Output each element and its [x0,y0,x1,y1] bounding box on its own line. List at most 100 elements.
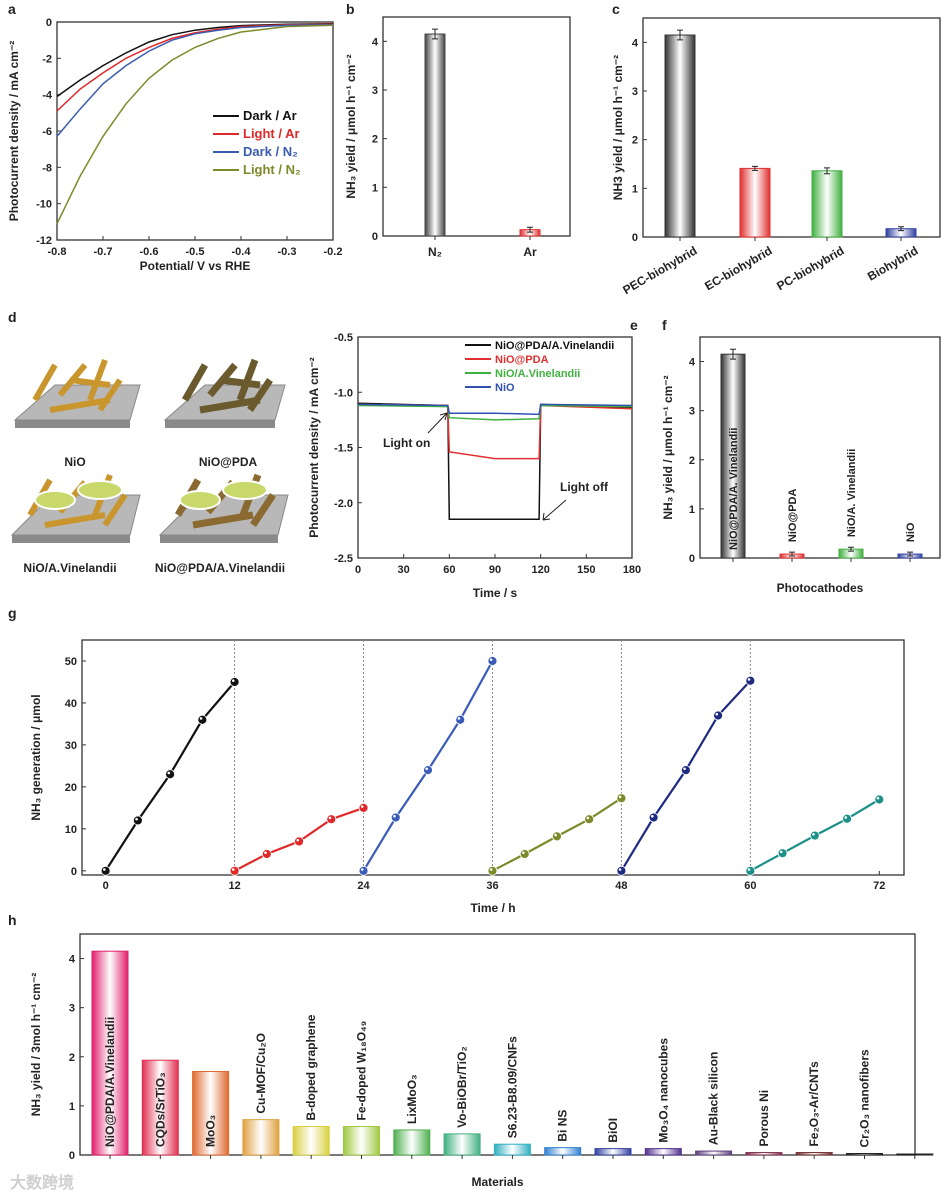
x-tick-label: 90 [489,564,501,576]
data-point-highlight [586,816,590,820]
y-tick-label: -6 [42,126,52,138]
x-tick-label: 72 [873,880,885,892]
y-tick-label: 20 [65,782,77,794]
x-category-label: MoO₃ [204,1115,218,1147]
x-category-label: NiO/A. Vinelandii [846,449,858,537]
y-tick-label: 0 [632,232,638,244]
x-tick-label: 60 [744,880,756,892]
bar [393,1129,431,1156]
y-tick-label: -10 [36,199,52,211]
x-category-label: S6.23-B8.09/CNFs [505,1036,519,1138]
data-point [487,656,498,666]
x-tick-label: -0.3 [278,246,297,258]
series-line [56,23,334,112]
data-point-highlight [618,795,622,799]
y-axis-title: NH₃ yield / μmol h⁻¹ cm⁻² [344,54,358,198]
bar [745,1152,783,1156]
data-point [552,831,562,842]
panel-label-g: g [8,605,17,621]
y-tick-label: 2 [632,135,638,147]
error-bar [677,29,683,41]
x-category-label: B-doped graphene [304,1014,318,1120]
annotation-light-on: Light on [383,436,430,450]
series-line [357,402,633,521]
panel-h-chart: h 0 1 2 3 4 NH₃ yield / 3mol h⁻¹ cm⁻² Materials… [8,912,934,1189]
nio-bacteria-illustration [10,473,141,543]
x-tick-label: -0.6 [140,246,159,258]
plot-frame [382,16,571,237]
x-category-label: BiOI [606,1118,620,1143]
data-point [809,830,820,841]
data-point [616,865,627,876]
x-category-label: Fe-doped W₁₈O₄₉ [355,1021,369,1121]
x-axis-title: Potential/ V vs RHE [140,259,251,273]
data-point-highlight [683,767,686,771]
legend-label: NiO [495,382,515,394]
y-tick-label: 1 [372,182,378,194]
panel-f-chart: f 0 1 2 3 4 NH₃ yield / μmol h⁻¹ cm⁻² Photocath… [661,317,941,595]
panel-a-chart: a 0 -2 -4 -6 -8 -10 -12 Photocurrent density / m… [7,1,342,273]
data-point-highlight [296,838,300,842]
bar [141,1059,179,1156]
data-point-highlight [167,771,171,775]
y-tick-label: -1.0 [334,387,353,399]
bar [544,1147,582,1156]
data-point-highlight [779,850,783,854]
error-bar [432,28,438,40]
x-tick-label: 12 [228,880,240,892]
bar [343,1126,380,1156]
y-axis-title: Photocurrent density / mA cm⁻² [7,41,21,222]
y-tick-label: -1.5 [334,443,353,455]
plot-frame [642,17,941,238]
error-bar [730,348,736,360]
annotation-light-off: Light off [560,480,609,494]
bar [493,1143,531,1156]
data-point [358,865,369,876]
data-point [165,769,176,780]
nio-pda-bacteria-illustration [158,473,289,543]
data-point [229,677,240,687]
data-point [713,710,724,721]
data-point [874,794,885,805]
data-point-highlight [264,851,267,855]
y-tick-label: 2 [689,455,695,467]
x-category-label: PEC-biohybrid [620,243,699,297]
panel-label-f: f [662,317,667,333]
data-point-highlight [489,868,493,871]
y-tick-label: 4 [69,954,76,966]
data-point-highlight [618,868,622,871]
bar [424,33,446,237]
x-category-label: Fe₂O₃-Ar/CNTs [807,1061,821,1147]
bar [292,1126,330,1156]
x-tick-label: -0.5 [186,246,205,258]
y-tick-label: 2 [69,1052,75,1064]
y-tick-label: 2 [372,134,378,146]
y-tick-label: 0 [46,17,52,29]
x-tick-label: 150 [577,564,595,576]
x-category-label: Cr₂O₃ nanofibers [858,1049,872,1148]
x-tick-label: 60 [443,564,455,576]
data-point [100,865,111,876]
data-point-highlight [522,851,525,855]
y-tick-label: -2.5 [334,553,353,565]
illustration-label: NiO [64,455,85,469]
x-tick-label: 30 [398,564,410,576]
x-tick-label: -0.2 [324,246,343,258]
y-tick-label: 0 [69,1150,75,1162]
data-point-highlight [747,868,751,871]
data-point [294,836,304,847]
x-tick-label: 24 [357,880,370,892]
illustration-label: NiO/A.Vinelandii [23,561,116,575]
bar [91,950,129,1156]
bar [594,1148,632,1156]
legend-label: NiO@PDA [495,354,549,366]
watermark-logo: 大数跨境 [10,1173,74,1192]
data-point-highlight [876,796,880,800]
nio-illustration [13,358,141,428]
series-line [56,23,334,98]
nio-pda-illustration [163,358,286,428]
data-point-highlight [489,658,493,661]
bar [695,1150,733,1156]
data-point-highlight [747,678,751,681]
x-category-label: NiO@PDA/A. Vinelandii [728,428,740,550]
